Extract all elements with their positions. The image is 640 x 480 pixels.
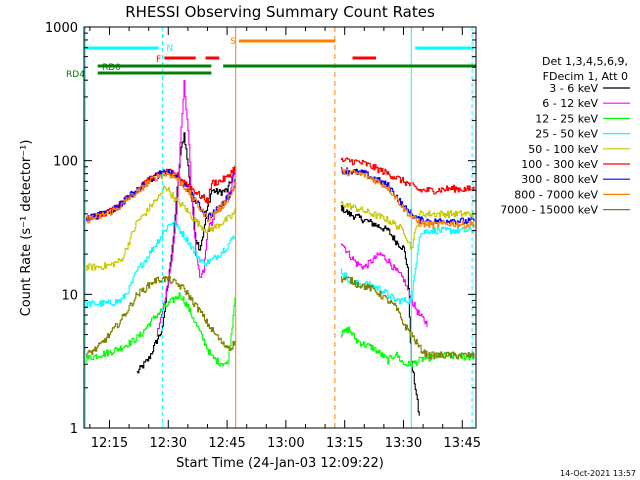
flag-label-rd0: RD0	[102, 63, 121, 73]
x-tick-label: 12:15	[91, 436, 128, 451]
flag-label-f: F	[156, 55, 161, 65]
legend-entry-label: 50 - 100 keV	[528, 143, 598, 156]
series-line-4-a	[86, 185, 236, 271]
x-tick-label: 13:15	[326, 436, 363, 451]
series-line-2-b	[340, 326, 475, 368]
legend-entry-label: 3 - 6 keV	[549, 82, 598, 95]
legend: Det 1,3,4,5,6,9, FDecim 1, Att 03 - 6 keV…	[500, 55, 630, 217]
legend-entry-label: 300 - 800 keV	[521, 173, 598, 186]
y-tick-label: 10	[61, 288, 78, 303]
x-tick-label: 12:30	[150, 436, 187, 451]
legend-entry-label: 6 - 12 keV	[542, 97, 598, 110]
footer-date: 14-Oct-2021 13:57	[560, 469, 636, 478]
x-tick-label: 12:45	[208, 436, 245, 451]
legend-header-line: FDecim 1, Att 0	[543, 70, 628, 83]
flag-label-rd4: RD4	[66, 70, 85, 80]
marker-layer: NF S RD0 RD4	[66, 27, 476, 428]
series-line-6-a	[86, 169, 236, 222]
legend-entry-label: 7000 - 15000 keV	[500, 204, 598, 217]
series-line-1-b	[340, 243, 428, 328]
x-tick-label: 13:00	[267, 436, 304, 451]
x-tick-label: 13:45	[444, 436, 481, 451]
y-tick-label: 1	[70, 422, 78, 437]
series-line-3-a	[86, 220, 236, 308]
series-line-7-b	[340, 168, 475, 229]
tick-layer: 12:15 12:30 12:45 13:00 13:15 13:30 13:45 1 10 10…	[45, 21, 481, 451]
series-line-8-b	[340, 276, 475, 360]
series-line-7-a	[86, 172, 236, 224]
plot-frame	[83, 26, 477, 429]
series-line-8-a	[86, 275, 236, 357]
x-tick-label: 13:30	[385, 436, 422, 451]
x-axis-label: Start Time (24-Jan-03 12:09:22)	[176, 456, 384, 471]
flag-label-n: N	[166, 44, 173, 54]
series-line-4-b	[340, 201, 475, 250]
series-line-0-b	[340, 205, 420, 416]
legend-header-line: Det 1,3,4,5,6,9,	[542, 55, 628, 68]
series-line-2-a	[86, 292, 236, 367]
legend-entry-label: 12 - 25 keV	[535, 112, 598, 125]
series-layer	[86, 79, 475, 416]
chart-title: RHESSI Observing Summary Count Rates	[125, 3, 435, 21]
y-tick-label: 100	[53, 155, 78, 170]
series-line-5-b	[340, 157, 475, 195]
legend-entry-label: 100 - 300 keV	[521, 158, 598, 171]
legend-entry-label: 25 - 50 keV	[535, 128, 598, 141]
flag-label-s: S	[230, 37, 236, 47]
series-line-0-a	[136, 132, 236, 374]
y-axis-label: Count Rate (s⁻¹ detector⁻¹)	[19, 140, 34, 317]
legend-entry-label: 800 - 7000 keV	[514, 188, 598, 201]
y-tick-label: 1000	[45, 21, 78, 36]
